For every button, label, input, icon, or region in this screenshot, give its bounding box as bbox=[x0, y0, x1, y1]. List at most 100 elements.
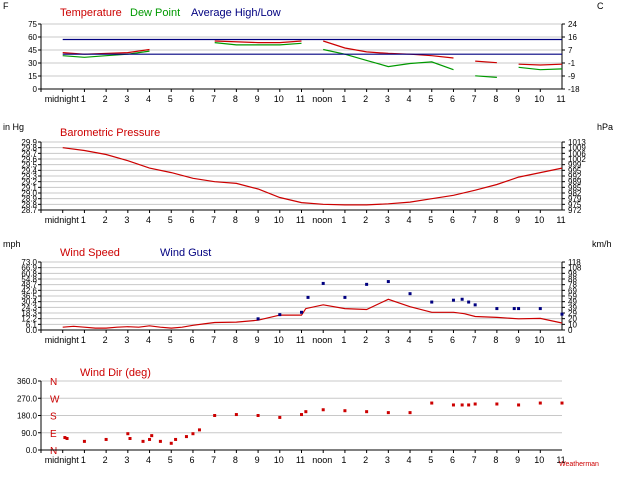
temperature-line bbox=[214, 40, 302, 44]
x-tick-label: 7 bbox=[472, 215, 477, 225]
x-tick-label: 8 bbox=[493, 215, 498, 225]
y2-tick-label: -9 bbox=[568, 72, 576, 81]
wind-gust-point bbox=[321, 281, 325, 285]
y2-tick-label: 69 bbox=[568, 286, 577, 295]
y2-tick-label: 24 bbox=[568, 20, 577, 29]
x-tick-label: 9 bbox=[515, 455, 520, 465]
temperature-panel: F C Temperature Dew Point Average High/L… bbox=[3, 1, 604, 104]
x-tick-label: 6 bbox=[189, 455, 194, 465]
wind-dir-point bbox=[467, 403, 471, 407]
wind-gust-point bbox=[473, 303, 477, 307]
x-tick-label: midnight bbox=[45, 455, 80, 465]
x-tick-label: 3 bbox=[124, 335, 129, 345]
y2-tick-label: 982 bbox=[568, 189, 582, 198]
x-tick-label: 8 bbox=[493, 455, 498, 465]
x-tick-label: 6 bbox=[189, 94, 194, 104]
y2-tick-label: 10 bbox=[568, 320, 577, 329]
wind-gust-point bbox=[306, 295, 310, 299]
wind-dir-point bbox=[256, 414, 260, 417]
wind-gust-point bbox=[451, 298, 455, 302]
y2-tick-label: 989 bbox=[568, 178, 582, 187]
wind-dir-point bbox=[65, 437, 69, 440]
y-tick-label: 60.8 bbox=[21, 269, 37, 278]
x-tick-label: 1 bbox=[341, 215, 346, 225]
y-tick-label: 90.0 bbox=[21, 429, 37, 438]
wind-dir-point bbox=[174, 437, 178, 441]
x-tick-label: 6 bbox=[450, 94, 455, 104]
x-tick-label: 9 bbox=[255, 335, 260, 345]
wind-dir-point bbox=[82, 439, 86, 443]
dew-point-line bbox=[214, 42, 302, 46]
wind-gust-point bbox=[538, 307, 542, 311]
y-tick-label: 0.0 bbox=[26, 326, 38, 335]
x-tick-label: 3 bbox=[124, 455, 129, 465]
y2-tick-label: 20 bbox=[568, 315, 577, 324]
wind-gust-point bbox=[430, 300, 434, 304]
x-tick-label: 3 bbox=[385, 215, 390, 225]
compass-label: N bbox=[50, 377, 57, 388]
x-tick-label: 3 bbox=[385, 455, 390, 465]
x-tick-label: 4 bbox=[146, 94, 151, 104]
y2-tick-label: 1002 bbox=[568, 155, 586, 164]
y-tick-label: 29.2 bbox=[21, 178, 37, 187]
y2-tick-label: 108 bbox=[568, 264, 582, 273]
pressure-right-unit: hPa bbox=[597, 122, 613, 132]
x-tick-label: 3 bbox=[385, 94, 390, 104]
wind-gust-point bbox=[278, 313, 282, 317]
x-tick-label: 11 bbox=[556, 215, 565, 225]
x-tick-label: 3 bbox=[385, 335, 390, 345]
x-tick-label: 11 bbox=[556, 94, 565, 104]
x-tick-label: 9 bbox=[515, 335, 520, 345]
x-tick-label: 2 bbox=[103, 94, 108, 104]
compass-label: W bbox=[50, 394, 60, 405]
x-tick-label: 1 bbox=[341, 335, 346, 345]
x-tick-label: 4 bbox=[146, 215, 151, 225]
x-tick-label: 10 bbox=[274, 215, 284, 225]
x-tick-label: 5 bbox=[428, 215, 433, 225]
wind-dir-point bbox=[473, 402, 477, 406]
wind-gust-point bbox=[467, 300, 471, 304]
wind-gust-point bbox=[560, 312, 564, 316]
compass-label: N bbox=[50, 446, 57, 457]
temperature-line bbox=[62, 48, 150, 55]
temperature-line bbox=[518, 63, 563, 66]
y-tick-label: 36.5 bbox=[21, 292, 37, 301]
barometric-pressure-line bbox=[62, 147, 563, 206]
y-tick-label: 29.6 bbox=[21, 155, 37, 164]
wind-dir-point bbox=[365, 410, 369, 414]
x-tick-label: 4 bbox=[146, 335, 151, 345]
y2-tick-label: 59 bbox=[568, 292, 577, 301]
x-tick-label: 6 bbox=[450, 335, 455, 345]
dew-point-line bbox=[518, 66, 563, 71]
x-tick-label: 6 bbox=[189, 215, 194, 225]
y-tick-label: 54.8 bbox=[21, 275, 37, 284]
x-tick-label: 7 bbox=[211, 455, 216, 465]
x-tick-label: 2 bbox=[363, 215, 368, 225]
wind-dir-title: Wind Dir (deg) bbox=[80, 367, 151, 379]
y-tick-label: 60 bbox=[28, 33, 37, 42]
x-tick-label: 5 bbox=[168, 455, 173, 465]
x-tick-label: 1 bbox=[81, 335, 86, 345]
pressure-title: Barometric Pressure bbox=[60, 127, 160, 139]
y2-tick-label: 992 bbox=[568, 172, 582, 181]
wind-dir-point bbox=[150, 434, 154, 438]
y-tick-label: 73.0 bbox=[21, 258, 37, 267]
y2-tick-label: 16 bbox=[568, 33, 577, 42]
wind-dir-point bbox=[451, 403, 455, 407]
wind-dir-point bbox=[158, 439, 162, 443]
y-tick-label: 0.0 bbox=[26, 446, 38, 455]
y-tick-label: 42.6 bbox=[21, 286, 37, 295]
dew-point-line bbox=[475, 75, 497, 78]
y-tick-label: 28.9 bbox=[21, 195, 37, 204]
y2-tick-label: 972 bbox=[568, 206, 582, 215]
y-tick-label: 29.9 bbox=[21, 138, 37, 147]
x-tick-label: midnight bbox=[45, 94, 80, 104]
y-tick-label: 29.4 bbox=[21, 166, 37, 175]
y-tick-label: 180.0 bbox=[17, 412, 38, 421]
x-tick-label: 9 bbox=[515, 215, 520, 225]
x-tick-label: 5 bbox=[428, 94, 433, 104]
x-tick-label: 6 bbox=[450, 215, 455, 225]
wind-gust-point bbox=[343, 295, 347, 299]
x-tick-label: 8 bbox=[233, 335, 238, 345]
